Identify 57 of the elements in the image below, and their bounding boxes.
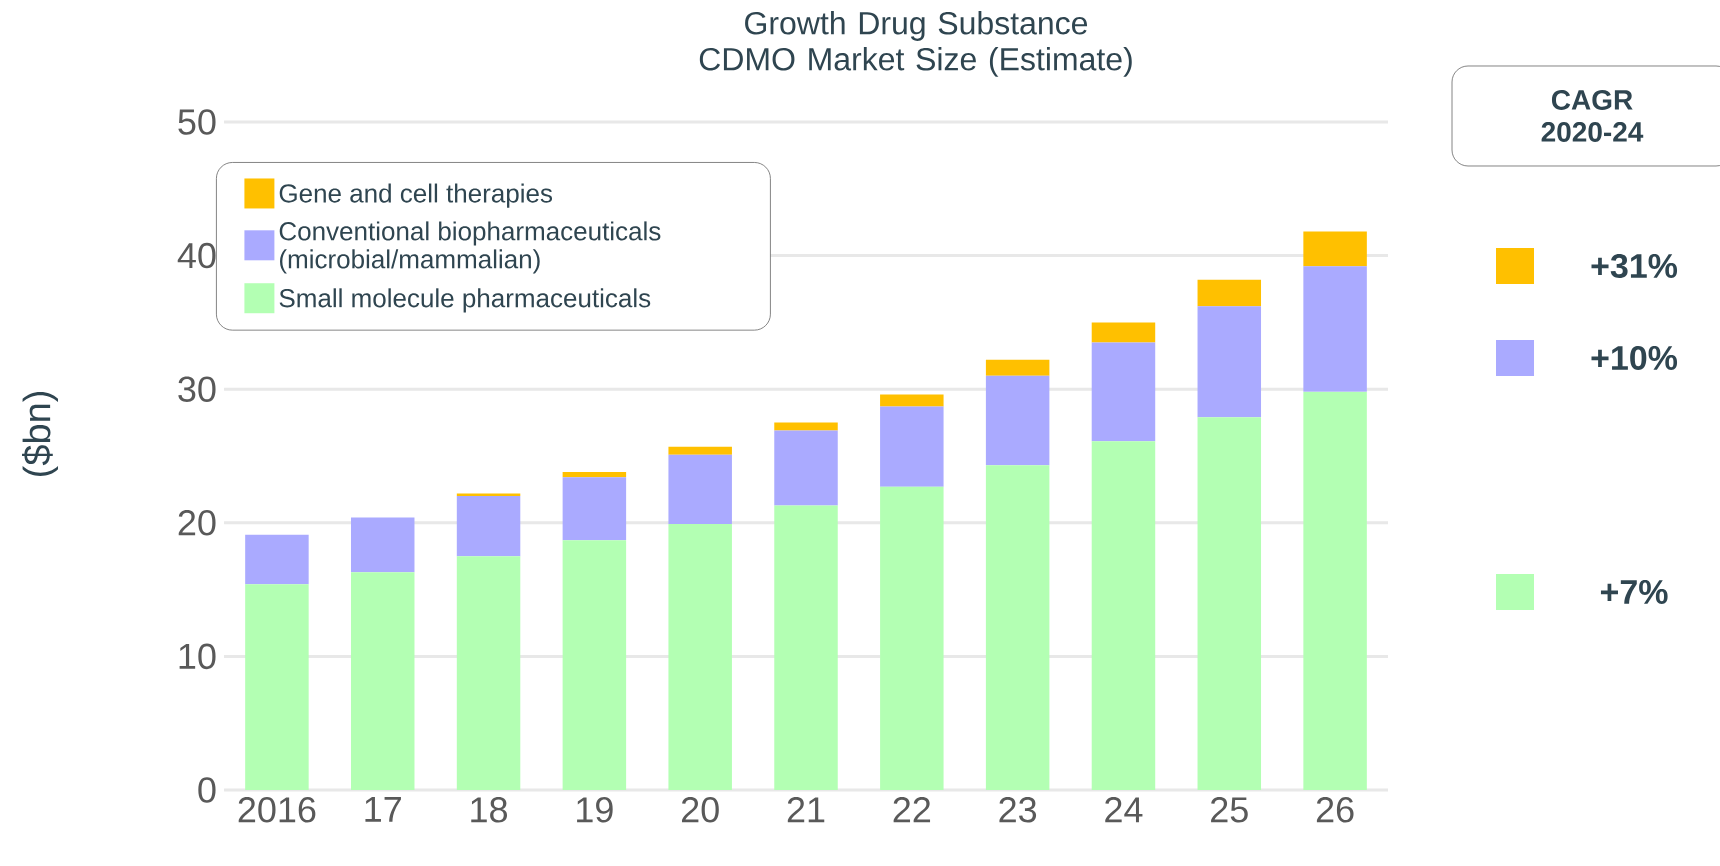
x-tick-label: 21 bbox=[787, 797, 825, 823]
y-tick-label: 20 bbox=[178, 510, 216, 536]
bar bbox=[1197, 417, 1262, 790]
bar bbox=[1303, 266, 1367, 392]
bar bbox=[985, 375, 1050, 466]
bar bbox=[1303, 231, 1367, 267]
bar bbox=[1091, 441, 1156, 790]
text: +7% bbox=[1600, 580, 1668, 604]
bar bbox=[456, 496, 521, 557]
y-tick-label: 0 bbox=[198, 777, 216, 803]
bar bbox=[1197, 306, 1262, 418]
x-tick-label: 19 bbox=[577, 797, 613, 823]
bar bbox=[985, 359, 1050, 376]
bar bbox=[350, 572, 415, 790]
x-tick-label: 24 bbox=[1105, 797, 1143, 823]
y-tick-label: 10 bbox=[179, 643, 216, 670]
bar bbox=[562, 477, 627, 541]
bar bbox=[880, 394, 944, 407]
bar bbox=[562, 540, 627, 790]
y-tick-label: 50 bbox=[178, 109, 216, 135]
bar bbox=[1197, 279, 1262, 307]
legend-label: Gene and cell therapies bbox=[279, 183, 553, 208]
x-tick-label: 26 bbox=[1316, 797, 1354, 823]
bar bbox=[245, 534, 309, 585]
bar bbox=[880, 486, 944, 790]
bar bbox=[774, 430, 838, 506]
bar bbox=[1091, 322, 1156, 343]
bar bbox=[1303, 391, 1367, 790]
x-tick-label: 18 bbox=[471, 797, 508, 823]
bar bbox=[350, 517, 415, 573]
x-tick-label: 20 bbox=[681, 797, 719, 823]
bar bbox=[774, 422, 838, 431]
bar bbox=[774, 505, 838, 790]
y-tick-label: 40 bbox=[177, 242, 216, 269]
bar bbox=[668, 446, 732, 455]
bar bbox=[668, 454, 732, 525]
x-tick-label: 22 bbox=[893, 797, 931, 823]
x-tick-label: 2016 bbox=[238, 797, 316, 823]
y-axis-title: ($bn) bbox=[22, 392, 59, 476]
bar bbox=[456, 556, 521, 790]
text: +10% bbox=[1591, 345, 1678, 371]
legend-label: Conventional biopharmaceuticals (microbial/mammalian) bbox=[279, 221, 661, 274]
bar bbox=[245, 584, 309, 790]
bar bbox=[456, 493, 521, 497]
chart-title: Growth Drug Substance CDMO Market Size (Estimate) bbox=[699, 11, 1132, 77]
y-tick-label: 30 bbox=[178, 376, 216, 402]
text: +31% bbox=[1591, 253, 1678, 279]
bar bbox=[880, 406, 944, 487]
bar bbox=[985, 465, 1050, 790]
x-tick-label: 17 bbox=[365, 797, 401, 822]
x-tick-label: 25 bbox=[1211, 797, 1248, 823]
text: CAGR 2020-24 bbox=[1541, 90, 1644, 142]
bar bbox=[1091, 342, 1156, 442]
bar bbox=[562, 472, 627, 478]
x-tick-label: 23 bbox=[999, 797, 1037, 823]
bar bbox=[668, 524, 732, 790]
legend-label: Small molecule pharmaceuticals bbox=[279, 288, 651, 313]
